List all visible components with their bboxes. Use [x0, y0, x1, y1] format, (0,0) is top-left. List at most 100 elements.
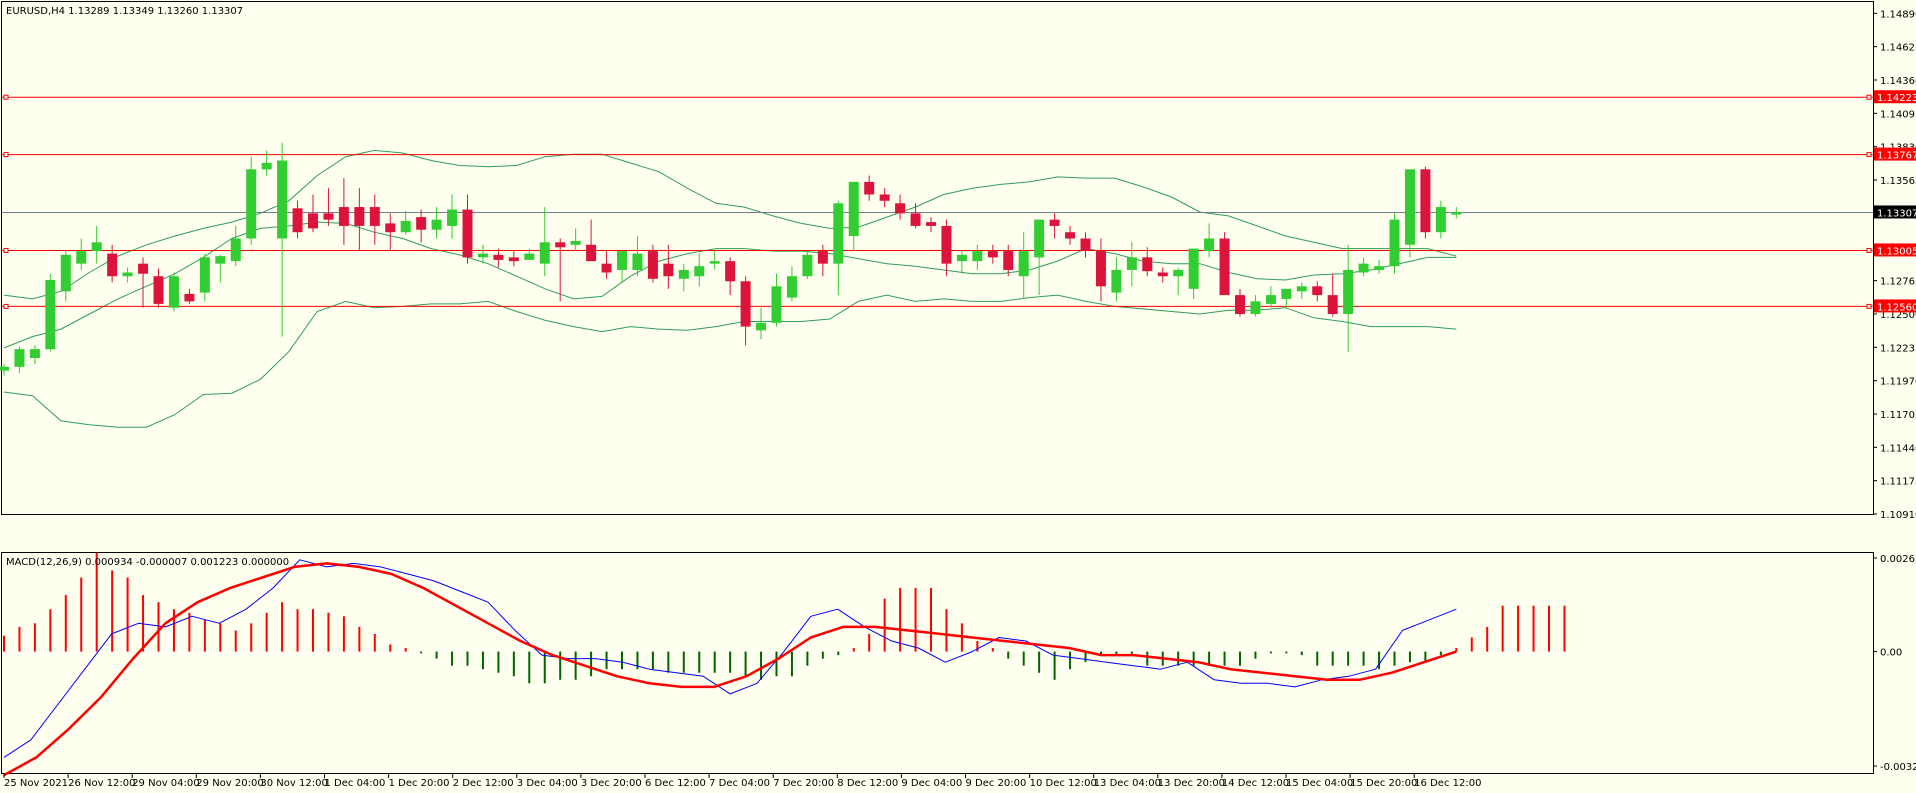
bull-candle [1451, 212, 1462, 215]
bear-candle [879, 194, 890, 201]
price-tick-label: 1.10910 [1880, 510, 1916, 521]
price-axis: 1.148901.146251.143601.140951.138301.135… [1873, 9, 1916, 521]
price-tick-label: 1.11175 [1880, 477, 1916, 488]
bull-candle [1389, 219, 1400, 267]
time-tick-label: 29 Nov 20:00 [196, 778, 263, 789]
bear-candle [1235, 295, 1245, 314]
bear-candle [601, 263, 612, 273]
level-price-tag [1874, 147, 1916, 161]
bull-candle [694, 266, 705, 277]
time-tick-label: 1 Dec 04:00 [325, 778, 386, 789]
bear-candle [987, 251, 998, 258]
time-tick-label: 3 Dec 20:00 [581, 778, 642, 789]
bear-candle [323, 213, 334, 220]
bull-candle [261, 163, 272, 170]
time-tick-label: 7 Dec 04:00 [709, 778, 770, 789]
bear-candle [725, 261, 736, 282]
bull-candle [0, 366, 9, 371]
level-anchor-right [1866, 247, 1872, 253]
level-anchor-left [3, 94, 9, 100]
price-tick-label: 1.11970 [1880, 377, 1916, 388]
bull-candle [277, 160, 288, 239]
bollinger-bands [3, 149, 1457, 428]
level-anchor-right [1866, 94, 1872, 100]
bull-candle [76, 251, 87, 264]
time-tick-label: 29 Nov 04:00 [132, 778, 199, 789]
macd-tick-label: 0.00 [1880, 648, 1902, 659]
price-tick-label: 1.12765 [1880, 277, 1916, 288]
level-price-label: 1.13005 [1877, 246, 1916, 257]
time-tick-label: 15 Dec 20:00 [1350, 778, 1417, 789]
level-price-label: 1.14223 [1877, 93, 1916, 104]
bull-candle [570, 241, 581, 245]
bear-candle [663, 263, 674, 277]
bear-candle [416, 217, 427, 230]
level-price-tag [1874, 90, 1916, 104]
bear-candle [138, 263, 149, 274]
horizontal-levels [2, 94, 1873, 309]
bull-candle [1343, 269, 1354, 314]
bear-candle [1080, 238, 1091, 252]
bear-candle [1065, 232, 1076, 239]
bear-candle [1420, 169, 1431, 233]
bull-candle [1173, 269, 1184, 277]
bull-candle [230, 238, 241, 262]
candlesticks [0, 142, 1462, 376]
bear-candle [354, 207, 365, 226]
bull-candle [1435, 207, 1446, 233]
bull-candle [1111, 269, 1122, 293]
macd-axis: 0.002652 0.00 -0.003243 [1873, 554, 1916, 773]
bull-candle [771, 286, 782, 323]
bear-candle [184, 293, 195, 302]
bear-candle [1327, 295, 1338, 314]
bear-candle [308, 213, 318, 229]
bear-candle [1003, 251, 1014, 270]
time-tick-label: 13 Dec 04:00 [1094, 778, 1161, 789]
time-tick-label: 7 Dec 20:00 [773, 778, 834, 789]
bull-candle [678, 269, 689, 279]
macd-pane-frame [1, 552, 1874, 774]
time-tick-label: 1 Dec 20:00 [389, 778, 450, 789]
bull-candle [848, 181, 859, 236]
time-tick-label: 9 Dec 20:00 [966, 778, 1027, 789]
bear-candle [107, 253, 118, 277]
bull-candle [617, 251, 627, 270]
bear-candle [385, 223, 396, 233]
time-tick-label: 14 Dec 12:00 [1222, 778, 1289, 789]
bull-candle [431, 219, 442, 230]
bull-candle [1126, 257, 1137, 270]
bear-candle [817, 251, 828, 264]
price-tick-label: 1.14095 [1880, 109, 1916, 120]
macd-tick-label: -0.003243 [1880, 762, 1916, 773]
current-price-label: 1.13307 [1877, 208, 1916, 219]
bull-candle [45, 280, 56, 350]
bear-candle [740, 281, 751, 327]
price-tick-label: 1.11705 [1880, 410, 1916, 421]
level-anchor-left [3, 152, 9, 158]
bull-candle [524, 253, 535, 260]
bear-candle [508, 257, 519, 262]
bear-candle [1219, 238, 1230, 296]
bull-candle [215, 256, 226, 264]
time-tick-label: 15 Dec 04:00 [1286, 778, 1353, 789]
time-tick-label: 6 Dec 12:00 [645, 778, 706, 789]
bull-candle [1188, 248, 1199, 289]
bull-candle [786, 276, 797, 298]
level-anchor-right [1866, 303, 1872, 309]
bull-candle [1018, 251, 1029, 277]
time-tick-label: 16 Dec 12:00 [1414, 778, 1481, 789]
bull-candle [447, 209, 458, 226]
price-tick-label: 1.14360 [1880, 76, 1916, 87]
macd-line [3, 559, 1457, 758]
macd-params-label: MACD(12,26,9) 0.000934 -0.000007 0.00122… [6, 557, 289, 568]
bear-candle [864, 181, 875, 195]
bull-candle [1204, 238, 1215, 252]
price-tick-label: 1.12235 [1880, 343, 1916, 354]
bear-candle [1142, 257, 1153, 272]
level-price-label: 1.13767 [1877, 151, 1916, 162]
bull-candle [1281, 288, 1292, 299]
level-anchor-right [1866, 152, 1872, 158]
bull-candle [1358, 263, 1369, 273]
bull-candle [756, 322, 767, 331]
